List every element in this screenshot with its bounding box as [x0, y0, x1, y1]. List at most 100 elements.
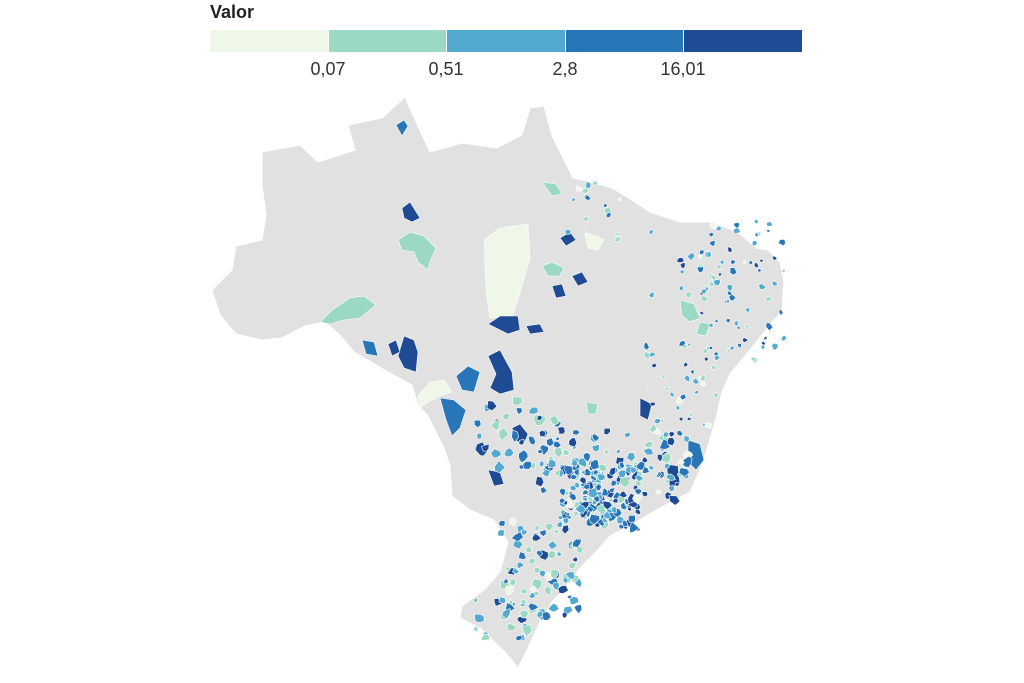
- municipality-region[interactable]: [669, 391, 675, 398]
- municipality-region[interactable]: [512, 538, 524, 550]
- municipality-region[interactable]: [519, 609, 530, 619]
- municipality-region[interactable]: [518, 439, 525, 446]
- municipality-region[interactable]: [473, 419, 482, 429]
- municipality-region[interactable]: [556, 520, 563, 528]
- municipality-region[interactable]: [582, 187, 590, 194]
- municipality-region[interactable]: [516, 561, 526, 569]
- municipality-region[interactable]: [709, 281, 715, 288]
- legend-swatch-5[interactable]: [684, 30, 802, 52]
- municipality-region[interactable]: [686, 416, 692, 421]
- municipality-region[interactable]: [707, 322, 714, 328]
- municipality-region[interactable]: [512, 396, 523, 406]
- municipality-region[interactable]: [699, 310, 705, 316]
- municipality-region[interactable]: [395, 119, 409, 137]
- municipality-region[interactable]: [544, 522, 555, 532]
- municipality-region[interactable]: [725, 298, 731, 304]
- municipality-region[interactable]: [664, 479, 670, 485]
- municipality-region[interactable]: [561, 611, 568, 619]
- municipality-region[interactable]: [612, 497, 619, 504]
- municipality-region[interactable]: [528, 406, 539, 415]
- municipality-region[interactable]: [571, 197, 577, 202]
- municipality-region[interactable]: [397, 231, 437, 271]
- municipality-region[interactable]: [678, 416, 684, 422]
- municipality-region[interactable]: [708, 231, 715, 238]
- municipality-region[interactable]: [522, 460, 533, 470]
- municipality-region[interactable]: [649, 423, 657, 433]
- municipality-region[interactable]: [679, 269, 685, 275]
- municipality-region[interactable]: [643, 351, 652, 360]
- municipality-region[interactable]: [608, 466, 617, 477]
- municipality-region[interactable]: [642, 466, 650, 474]
- municipality-region[interactable]: [678, 467, 690, 478]
- municipality-region[interactable]: [589, 513, 601, 525]
- municipality-region[interactable]: [568, 493, 577, 502]
- legend-swatch-3[interactable]: [447, 30, 566, 52]
- municipality-region[interactable]: [677, 458, 685, 465]
- legend-swatch-4[interactable]: [565, 30, 685, 52]
- municipality-region[interactable]: [476, 432, 482, 440]
- municipality-region[interactable]: [766, 229, 771, 233]
- municipality-region[interactable]: [756, 231, 762, 236]
- municipality-region[interactable]: [592, 180, 599, 186]
- municipality-region[interactable]: [603, 203, 608, 209]
- municipality-region[interactable]: [742, 337, 749, 343]
- municipality-region[interactable]: [750, 356, 757, 362]
- municipality-region[interactable]: [700, 288, 708, 295]
- municipality-region[interactable]: [508, 517, 517, 527]
- municipality-region[interactable]: [621, 519, 629, 528]
- municipality-region[interactable]: [634, 488, 643, 496]
- municipality-region[interactable]: [556, 551, 563, 557]
- municipality-region[interactable]: [678, 284, 684, 291]
- municipality-region[interactable]: [742, 260, 747, 265]
- municipality-region[interactable]: [660, 418, 665, 423]
- municipality-region[interactable]: [778, 309, 784, 316]
- municipality-region[interactable]: [541, 611, 552, 621]
- municipality-region[interactable]: [511, 429, 519, 444]
- municipality-region[interactable]: [516, 407, 523, 415]
- municipality-region[interactable]: [688, 412, 693, 418]
- municipality-region[interactable]: [763, 336, 768, 341]
- municipality-region[interactable]: [727, 290, 733, 297]
- municipality-region[interactable]: [573, 481, 580, 489]
- municipality-region[interactable]: [635, 479, 643, 487]
- municipality-region[interactable]: [538, 460, 545, 468]
- municipality-region[interactable]: [503, 578, 509, 584]
- municipality-region[interactable]: [727, 246, 733, 254]
- municipality-region[interactable]: [536, 550, 543, 558]
- municipality-region-dark[interactable]: [571, 271, 589, 287]
- municipality-region[interactable]: [490, 448, 502, 459]
- municipality-region[interactable]: [520, 598, 528, 605]
- municipality-region[interactable]: [647, 385, 651, 389]
- municipality-region[interactable]: [518, 551, 527, 561]
- municipality-region[interactable]: [617, 197, 622, 202]
- municipality-region[interactable]: [582, 496, 589, 503]
- municipality-region[interactable]: [714, 318, 720, 323]
- municipality-region[interactable]: [473, 597, 478, 604]
- municipality-region[interactable]: [547, 550, 556, 560]
- municipality-region[interactable]: [702, 348, 708, 354]
- municipality-region[interactable]: [498, 596, 507, 605]
- municipality-region[interactable]: [703, 356, 709, 362]
- municipality-region[interactable]: [655, 489, 662, 495]
- municipality-region-dark[interactable]: [397, 335, 419, 373]
- municipality-region[interactable]: [587, 506, 595, 513]
- municipality-region[interactable]: [695, 321, 711, 337]
- municipality-region[interactable]: [505, 585, 514, 596]
- municipality-region[interactable]: [512, 602, 516, 608]
- municipality-region[interactable]: [597, 473, 606, 481]
- municipality-region[interactable]: [619, 476, 631, 489]
- municipality-region[interactable]: [745, 324, 750, 329]
- municipality-region[interactable]: [657, 471, 662, 478]
- municipality-region[interactable]: [781, 268, 786, 274]
- municipality-region[interactable]: [753, 218, 759, 225]
- municipality-region[interactable]: [498, 520, 506, 527]
- municipality-region[interactable]: [706, 251, 712, 259]
- municipality-region[interactable]: [564, 490, 569, 496]
- municipality-region[interactable]: [486, 400, 498, 412]
- municipality-region[interactable]: [699, 295, 709, 303]
- municipality-region[interactable]: [629, 521, 640, 534]
- municipality-region[interactable]: [771, 255, 778, 262]
- municipality-region[interactable]: [518, 449, 529, 463]
- municipality-region[interactable]: [585, 401, 599, 415]
